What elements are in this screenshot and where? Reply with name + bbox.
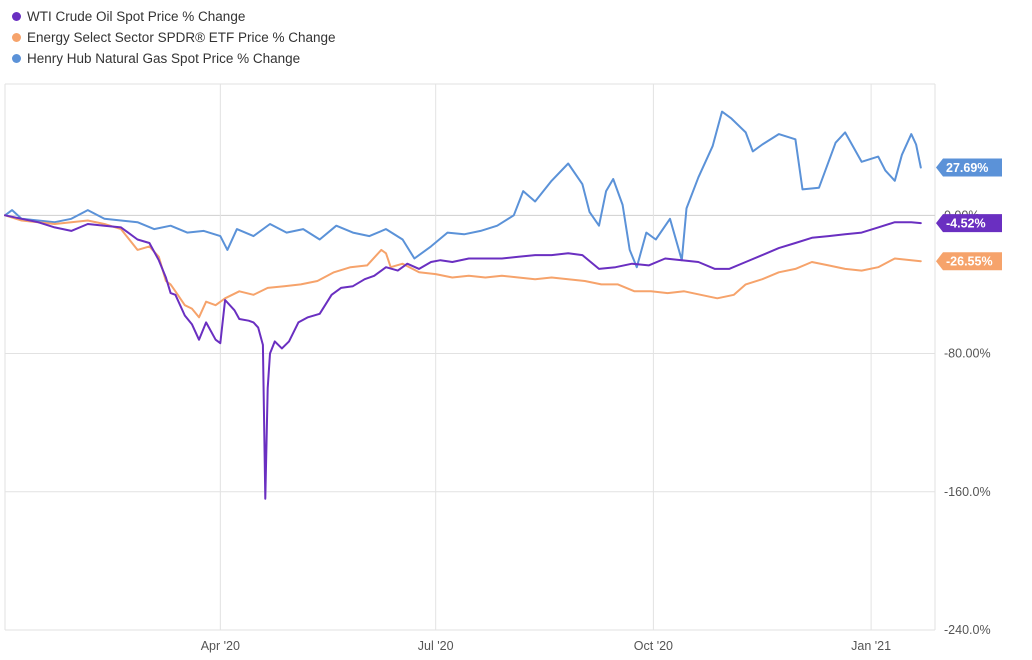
end-label-layer: -4.52% -26.55% 27.69% [936, 158, 1002, 271]
x-tick-label: Jan '21 [851, 639, 891, 653]
end-label-bg-energy [936, 252, 1002, 271]
legend-item-wti[interactable]: WTI Crude Oil Spot Price % Change [12, 6, 336, 27]
y-tick-label: -240.0% [944, 623, 991, 637]
series-line-energy [4, 214, 922, 319]
legend: WTI Crude Oil Spot Price % Change Energy… [12, 6, 336, 69]
x-tick-label: Apr '20 [201, 639, 240, 653]
legend-item-energy[interactable]: Energy Select Sector SPDR® ETF Price % C… [12, 27, 336, 48]
legend-dot-henry [12, 54, 21, 63]
end-label-wti: -4.52% [946, 217, 986, 231]
x-tick-label: Oct '20 [634, 639, 673, 653]
series-layer [4, 110, 922, 500]
legend-item-henry[interactable]: Henry Hub Natural Gas Spot Price % Chang… [12, 48, 336, 69]
series-line-henry [4, 110, 922, 269]
legend-dot-wti [12, 12, 21, 21]
legend-label-wti: WTI Crude Oil Spot Price % Change [27, 9, 246, 24]
series-line-wti [4, 214, 922, 500]
legend-label-energy: Energy Select Sector SPDR® ETF Price % C… [27, 30, 336, 45]
grid-layer [4, 83, 936, 631]
end-label-bg-henry [936, 158, 1002, 177]
end-label-bg-wti [936, 214, 1002, 233]
end-label-henry: 27.69% [946, 161, 988, 175]
x-tick-label: Jul '20 [418, 639, 454, 653]
y-tick-label: -80.00% [944, 347, 991, 361]
legend-label-henry: Henry Hub Natural Gas Spot Price % Chang… [27, 51, 301, 66]
y-tick-label: -160.0% [944, 485, 991, 499]
end-label-energy: -26.55% [946, 255, 993, 269]
legend-dot-energy [12, 33, 21, 42]
